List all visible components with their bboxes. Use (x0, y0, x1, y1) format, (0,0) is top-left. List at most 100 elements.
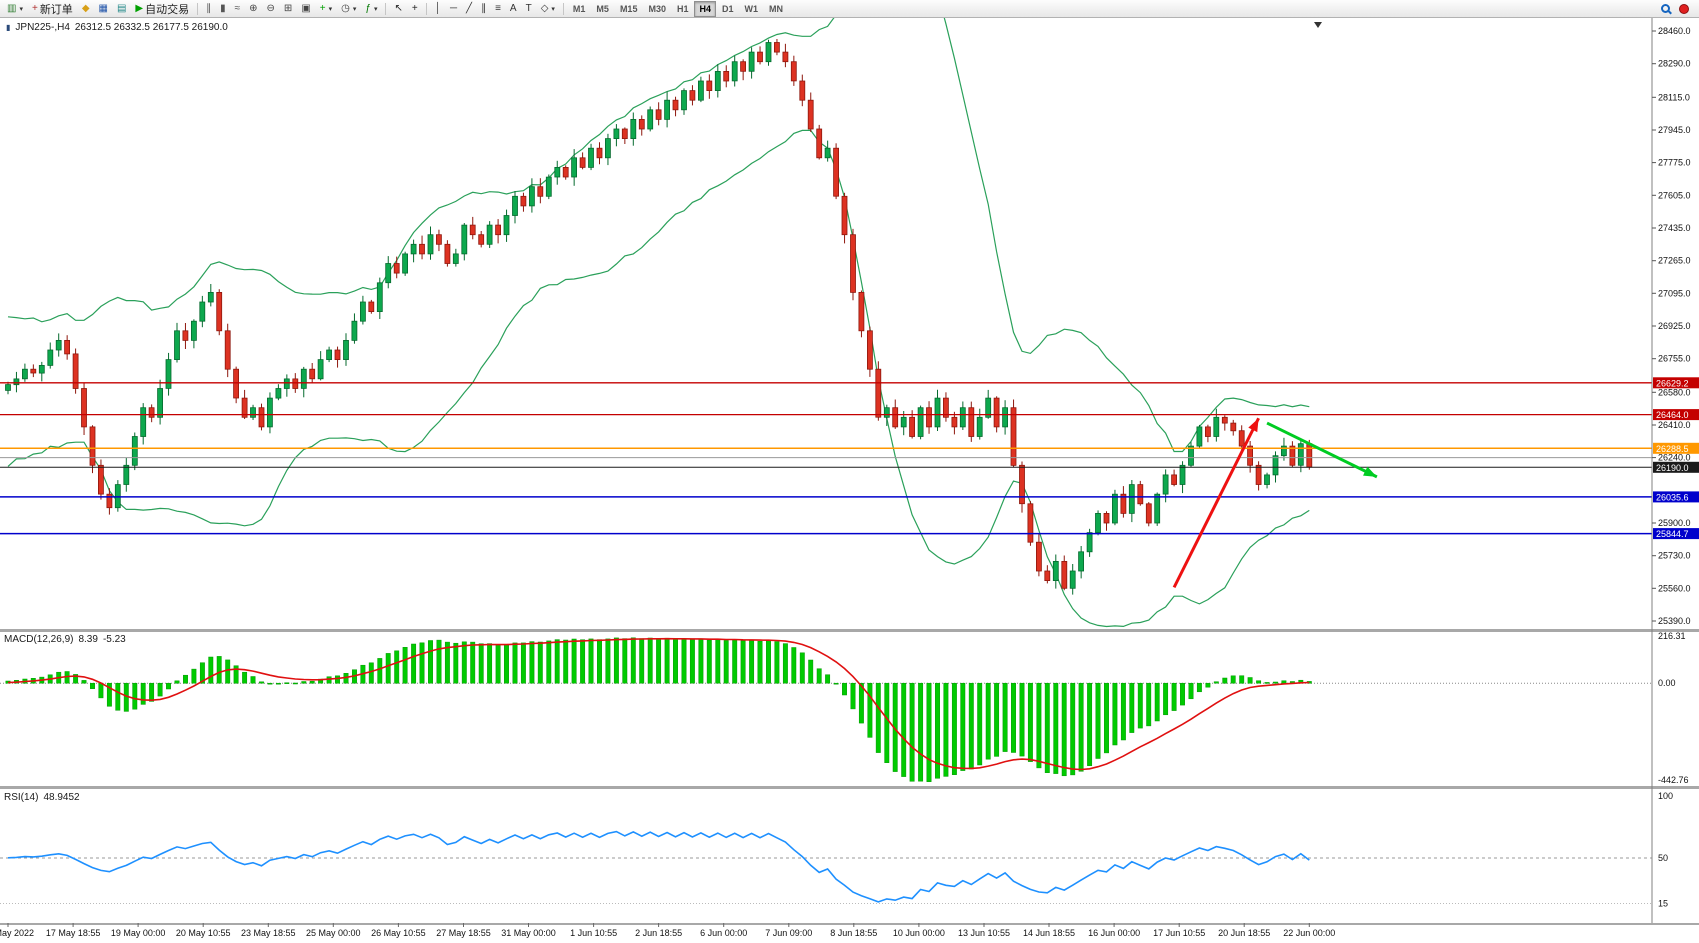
toolbar-separator (385, 2, 387, 15)
notification-badge[interactable] (1679, 3, 1689, 14)
text-label-icon: T (525, 2, 532, 14)
rsi-axis-100-label: 100 (1658, 791, 1673, 801)
shapes-button[interactable]: ◇ ▾ (537, 1, 559, 17)
horizontal-levels (0, 382, 1652, 535)
rsi-indicator-label: RSI(14) 48.9452 (4, 792, 80, 803)
shapes-icon: ◇ (540, 2, 549, 14)
timeframe-m15-button-label: M15 (619, 3, 638, 14)
timeframe-m1-button[interactable]: M1 (568, 1, 591, 17)
pane-separator[interactable] (0, 923, 1699, 925)
timeframe-w1-button[interactable]: W1 (740, 1, 764, 17)
line-chart-button[interactable]: ≈ (231, 1, 245, 17)
data-window-icon: ▤ (116, 2, 127, 14)
timeframe-h4-button-label: H4 (699, 3, 711, 14)
bar-chart-button[interactable]: ∥ (202, 1, 215, 17)
dropdown-caret-icon: ▾ (373, 5, 378, 13)
fibonacci-button[interactable]: ≡ (491, 1, 505, 17)
dropdown-caret-icon: ▾ (328, 5, 333, 13)
timeframe-w1-button-label: W1 (744, 3, 759, 14)
autotrading-button[interactable]: ▶ 自动交易 (131, 1, 193, 17)
fibonacci-icon: ≡ (495, 2, 501, 14)
bollinger-lower-band (7, 129, 1310, 628)
timeframe-h4-button[interactable]: H4 (694, 0, 716, 17)
price-tick-label: 28115.0 (1658, 92, 1690, 102)
candlestick-chart-button[interactable]: ▮ (216, 1, 230, 17)
new-chart-button[interactable]: + ▾ (316, 1, 336, 17)
text-icon: A (509, 2, 517, 14)
price-tick-label: 27265.0 (1658, 256, 1691, 266)
search-icon[interactable] (1661, 4, 1670, 13)
price-level-badge (1653, 409, 1699, 421)
channel-button[interactable]: ∥ (477, 1, 490, 17)
chart-window[interactable]: 28460.0 28290.0 28115.0 27945.0 27775.0 27605… (0, 18, 1699, 943)
cascade-windows-button[interactable]: ▣ (297, 1, 314, 17)
text-button[interactable]: A (506, 1, 521, 17)
indicators-button[interactable]: ƒ ▾ (361, 1, 381, 17)
price-tick-label: 27095.0 (1658, 288, 1691, 298)
horizontal-line-button[interactable]: ─ (446, 1, 461, 17)
toolbar-separator (562, 2, 564, 15)
time-axis-label: 6 Jun 00:00 (700, 928, 747, 938)
timeframe-m5-button[interactable]: M5 (591, 1, 614, 17)
data-window-button[interactable]: ▤ (113, 1, 130, 17)
zoom-in-button[interactable]: ⊕ (245, 1, 261, 17)
timeframe-mn-button[interactable]: MN (764, 1, 788, 17)
label-button[interactable]: T (522, 1, 536, 17)
timeframe-h1-button[interactable]: H1 (672, 1, 694, 17)
periods-button[interactable]: ◷ ▾ (337, 1, 360, 17)
timeframe-m15-button[interactable]: M15 (615, 1, 643, 17)
price-level-badge (1653, 528, 1699, 540)
price-level-badge (1653, 442, 1699, 454)
green-trend-arrow[interactable] (1266, 421, 1378, 479)
market-watch-icon: ▦ (98, 2, 108, 14)
toolbar-separator (425, 2, 427, 15)
timeframe-m5-button-label: M5 (596, 3, 609, 14)
chart-shift-marker[interactable] (1314, 22, 1322, 28)
pane-separator[interactable] (0, 786, 1699, 789)
main-toolbar: ▥ ▾ + 新订单 ◆ ▦ ▤ ▶ 自动交易 ∥ ▮ ≈ ⊕ ⊖ ⊞ ▣ + ▾ ◷ ▾ ƒ ▾ ↖ + │ ─ ╱ ∥ ≡ A T ◇ ▾ M1… (0, 0, 1699, 18)
cursor-button[interactable]: ↖ (390, 1, 406, 17)
charts-button[interactable]: ▥ ▾ (3, 1, 27, 17)
time-axis-label: 27 May 18:55 (436, 928, 491, 938)
timeframe-m1-button-label: M1 (572, 3, 586, 14)
crosshair-button[interactable]: + (408, 1, 422, 17)
red-trend-arrow[interactable] (1172, 417, 1260, 589)
price-tick-label: 26925.0 (1658, 321, 1691, 331)
market-watch-button[interactable]: ▦ (95, 1, 112, 17)
timeframe-d1-button[interactable]: D1 (717, 1, 739, 17)
new-order-button-label: 新订单 (39, 3, 73, 16)
price-tick-label: 27945.0 (1658, 125, 1691, 135)
symbol-period-label: JPN225-,H4 (15, 22, 70, 33)
price-tick-label: 26410.0 (1658, 420, 1691, 430)
tile-windows-button[interactable]: ⊞ (280, 1, 296, 17)
timeframe-d1-button-label: D1 (722, 3, 734, 14)
price-axis[interactable]: 28460.0 28290.0 28115.0 27945.0 27775.0 27605… (1651, 18, 1699, 923)
cascade-windows-icon: ▣ (301, 2, 311, 14)
new-order-button[interactable]: + 新订单 (28, 1, 77, 17)
toolbar-items: ▥ ▾ + 新订单 ◆ ▦ ▤ ▶ 自动交易 ∥ ▮ ≈ ⊕ ⊖ ⊞ ▣ + ▾ ◷ ▾ ƒ ▾ ↖ + │ ─ ╱ ∥ ≡ A T ◇ ▾ M1… (3, 0, 1661, 17)
time-axis-label: 20 May 10:55 (176, 928, 231, 938)
time-axis-label: 16 Jun 00:00 (1088, 928, 1140, 938)
price-level-badge-label: 26464.0 (1656, 410, 1689, 420)
pane-separator[interactable] (0, 629, 1699, 632)
timeframe-m30-button[interactable]: M30 (643, 1, 671, 17)
bollinger-upper-band (7, 18, 1310, 453)
zoom-out-icon: ⊖ (266, 2, 275, 14)
profiles-button[interactable]: ◆ (78, 1, 94, 17)
time-axis-label: 17 May 18:55 (46, 928, 101, 938)
time-axis-label: 19 May 00:00 (111, 928, 166, 938)
macd-name-label: MACD(12,26,9) (4, 634, 74, 645)
time-axis-label: 26 May 10:55 (371, 928, 426, 938)
time-axis-label: 1 Jun 10:55 (570, 928, 617, 938)
price-level-badge-label: 26190.0 (1656, 463, 1689, 473)
zoom-out-button[interactable]: ⊖ (263, 1, 279, 17)
chart-canvas[interactable]: 28460.0 28290.0 28115.0 27945.0 27775.0 27605… (0, 18, 1699, 943)
time-axis[interactable]: 16 May 2022 17 May 18:55 19 May 00:00 20 Ma… (0, 923, 1335, 938)
price-tick-label: 25560.0 (1658, 583, 1691, 593)
vertical-line-icon: │ (434, 2, 441, 14)
trendline-button[interactable]: ╱ (462, 1, 476, 17)
price-tick-label: 26240.0 (1658, 453, 1691, 463)
vertical-line-button[interactable]: │ (431, 1, 445, 17)
dropdown-caret-icon: ▾ (352, 5, 357, 13)
time-axis-label: 31 May 00:00 (501, 928, 556, 938)
